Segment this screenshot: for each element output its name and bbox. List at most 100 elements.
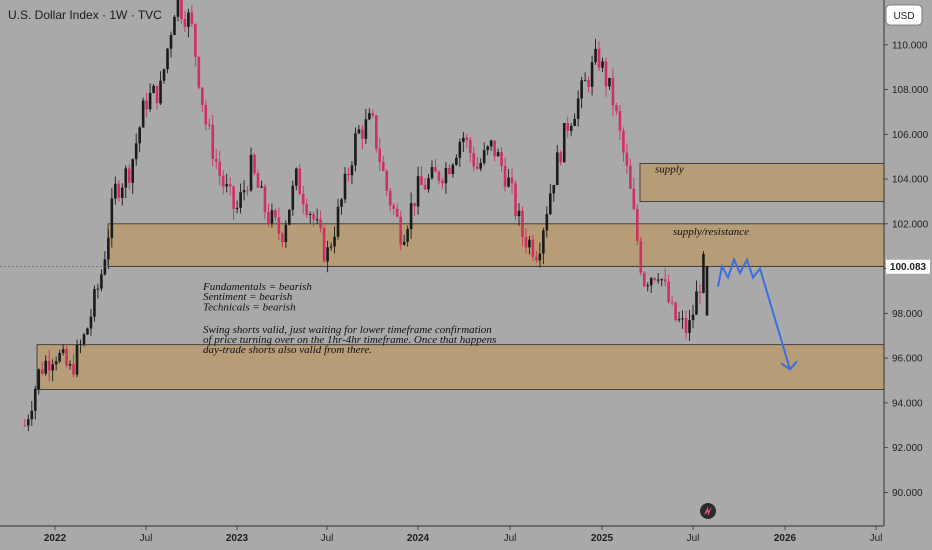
annotation-line: Fundamentals = bearish <box>202 281 312 293</box>
candle-body <box>632 188 636 210</box>
candle-body <box>375 115 378 149</box>
candle-body <box>702 254 705 293</box>
bolt-icon <box>704 506 712 516</box>
candle-body <box>127 168 131 183</box>
candle-body <box>434 167 437 172</box>
candle-body <box>333 236 336 247</box>
time-axis-ticks[interactable]: 2022 Jul 2023 Jul 2024 Jul 2025 Jul 2026 Jul <box>44 526 883 544</box>
candle-body <box>448 167 451 174</box>
candle-body <box>110 198 114 238</box>
candle-body <box>312 214 315 220</box>
candle-body <box>214 158 218 162</box>
candle-body <box>660 279 663 281</box>
candle-body <box>608 77 611 87</box>
candle-body <box>114 183 117 199</box>
candle-body <box>235 207 239 209</box>
y-tick-label: 98.000 <box>892 309 923 320</box>
candle-body <box>695 291 698 315</box>
candle-body <box>468 139 472 154</box>
candle-body <box>503 165 507 187</box>
candle-body <box>566 123 570 131</box>
candle-body <box>218 161 222 176</box>
annotation-line: day-trade shorts also valid from there. <box>203 344 372 356</box>
candle-body <box>65 349 68 366</box>
tradingview-logo[interactable] <box>700 503 716 519</box>
candle-body <box>322 228 326 262</box>
candle-body <box>590 62 594 87</box>
candle-body <box>288 209 291 225</box>
candle-body <box>173 16 176 35</box>
candle-body <box>134 143 138 160</box>
candle-body <box>698 291 702 293</box>
candle-body <box>371 113 375 116</box>
x-tick-label: 2023 <box>226 533 249 544</box>
y-tick-label: 106.000 <box>892 130 929 141</box>
candle-body <box>148 92 152 110</box>
candle-body <box>194 24 197 57</box>
candle-body <box>475 166 479 169</box>
x-tick-label: 2025 <box>591 533 614 544</box>
candle-body <box>221 175 225 187</box>
zone-1 <box>639 162 885 202</box>
y-tick-label: 92.000 <box>892 443 923 454</box>
candle-body <box>152 85 155 93</box>
candle-body <box>281 233 284 243</box>
y-tick-label: 90.000 <box>892 488 923 499</box>
price-axis-ticks: 90.00092.00094.00096.00098.000100.000102… <box>884 40 929 499</box>
candle-body <box>381 161 385 171</box>
x-tick-label: 2022 <box>44 533 67 544</box>
candle-body <box>253 154 256 174</box>
candle-body <box>242 190 246 193</box>
candle-body <box>61 349 65 353</box>
candle-body <box>646 285 650 287</box>
candle-body <box>329 246 333 248</box>
candle-body <box>528 239 531 248</box>
candle-body <box>569 125 573 131</box>
candle-body <box>33 388 37 411</box>
candle-body <box>674 302 677 321</box>
candle-body <box>514 183 517 217</box>
zones-layer: supply supply/resistance <box>36 162 885 390</box>
candle-body <box>684 318 688 333</box>
candle-body <box>472 153 476 167</box>
currency-button[interactable] <box>885 4 923 26</box>
candle-body <box>270 210 274 224</box>
candle-body <box>538 253 542 261</box>
x-tick-label: Jul <box>321 533 334 544</box>
candle-body <box>430 167 434 179</box>
candle-body <box>681 318 684 320</box>
candle-body <box>451 164 455 174</box>
candle-body <box>124 168 128 188</box>
candle-body <box>82 334 86 345</box>
price-axis[interactable] <box>884 0 932 550</box>
zone-3 <box>36 344 885 390</box>
candle-body <box>166 48 169 70</box>
current-price-badge <box>886 259 930 274</box>
annotation-line: Sentiment = bearish <box>203 291 293 303</box>
candle-body <box>277 217 281 234</box>
candle-body <box>535 256 538 261</box>
candle-body <box>615 105 618 112</box>
candle-body <box>86 328 89 335</box>
candle-body <box>305 204 309 215</box>
candle-body <box>315 219 319 221</box>
candle-body <box>107 237 110 260</box>
candle-body <box>552 185 556 194</box>
candle-body <box>96 288 100 290</box>
x-tick-label: Jul <box>140 533 153 544</box>
candle-body <box>51 364 54 371</box>
candle-body <box>291 185 295 210</box>
candle-body <box>667 281 670 303</box>
candle-body <box>663 279 667 282</box>
candle-body <box>507 177 510 187</box>
candle-body <box>37 369 41 389</box>
candle-body <box>23 425 27 427</box>
candle-body <box>656 279 660 281</box>
candle-body <box>131 159 135 183</box>
y-tick-label: 108.000 <box>892 85 929 96</box>
candle-body <box>284 224 288 243</box>
candle-body <box>420 176 423 185</box>
candle-body <box>207 124 211 126</box>
